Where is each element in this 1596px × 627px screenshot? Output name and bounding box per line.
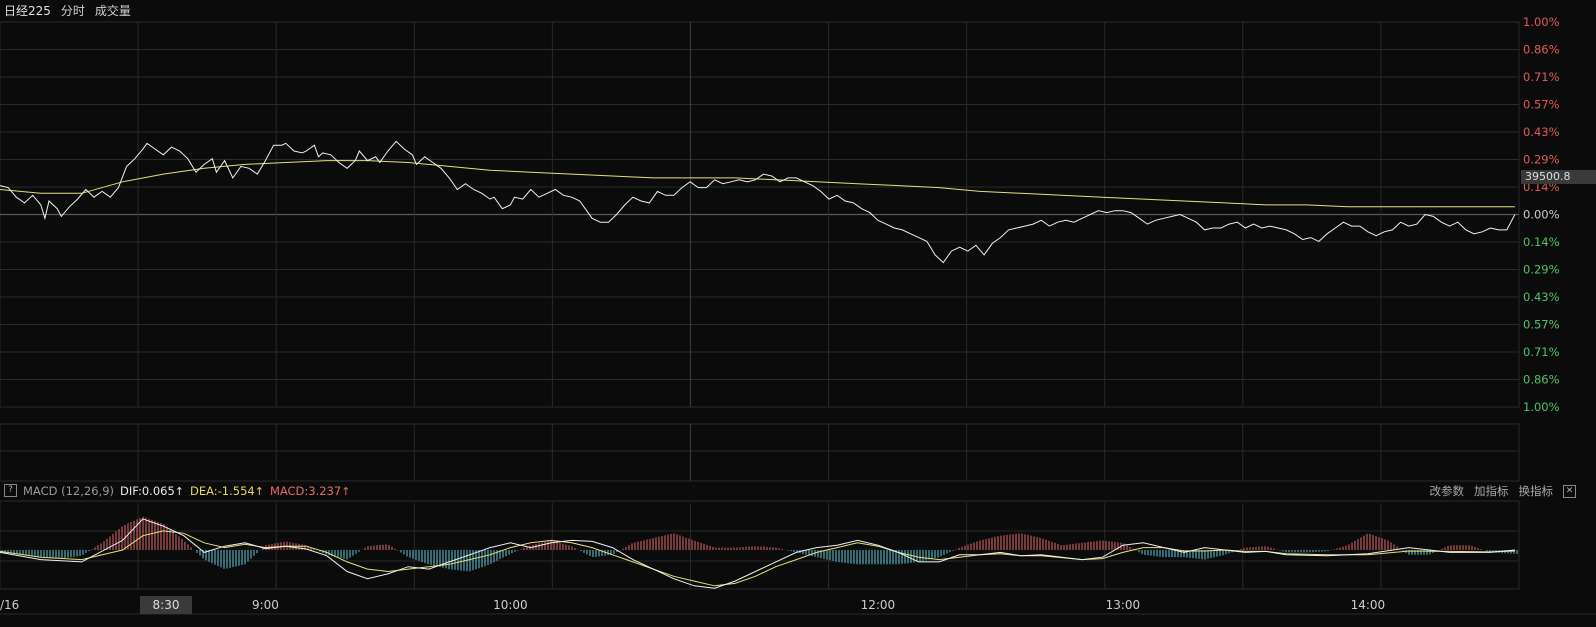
y-tick-label: 0.29% bbox=[1523, 153, 1560, 167]
add-indicator-button[interactable]: 加指标 bbox=[1474, 484, 1509, 498]
y-tick-label: 0.71% bbox=[1523, 345, 1560, 359]
dea-text: DEA:-1.554 bbox=[189, 483, 255, 498]
volume-frame bbox=[0, 423, 1520, 482]
y-tick-label: 0.86% bbox=[1523, 373, 1560, 387]
edit-params-button[interactable]: 改参数 bbox=[1429, 484, 1465, 498]
y-tick-label: 0.43% bbox=[1523, 125, 1560, 139]
header-bar: 日经225 分时 成交量 bbox=[4, 2, 131, 18]
y-axis-labels: 1.00% 0.86% 0.71% 0.57% 0.43% 0.29% 0.14% 0.00%… bbox=[1523, 15, 1560, 414]
mode-tab-intraday[interactable]: 分时 bbox=[60, 3, 85, 18]
dif-value: DIF:0.065↑ bbox=[120, 484, 184, 498]
price-line bbox=[0, 140, 1516, 264]
main-grid bbox=[0, 21, 1520, 408]
up-arrow-icon: ↑ bbox=[254, 484, 264, 498]
x-axis-labels: 9:00 10:00 12:00 13:00 14:00 bbox=[252, 598, 1385, 612]
switch-indicator-button[interactable]: 换指标 bbox=[1518, 484, 1554, 498]
dif-text: DIF:0.065 bbox=[120, 483, 175, 498]
up-arrow-icon: ↑ bbox=[174, 484, 184, 498]
help-button[interactable]: ? bbox=[4, 484, 17, 497]
x-tick-label: 9:00 bbox=[252, 598, 279, 612]
average-price-line bbox=[0, 160, 1515, 208]
x-tick-label: 12:00 bbox=[861, 598, 896, 612]
y-tick-label: 1.00% bbox=[1523, 400, 1560, 414]
x-tick-label: 14:00 bbox=[1351, 598, 1386, 612]
indicator-actions: 改参数 加指标 换指标 ✕ bbox=[1429, 483, 1576, 499]
y-tick-label: 0.71% bbox=[1523, 70, 1560, 84]
y-tick-label: 0.86% bbox=[1523, 43, 1560, 57]
dif-line bbox=[0, 518, 1515, 589]
volume-tab[interactable]: 成交量 bbox=[94, 3, 131, 18]
macd-indicator-name[interactable]: MACD (12,26,9) bbox=[23, 483, 114, 498]
up-arrow-icon: ↑ bbox=[341, 484, 351, 498]
macd-histogram bbox=[1, 516, 1518, 572]
y-tick-label: 0.57% bbox=[1523, 98, 1560, 112]
macd-text: MACD:3.237 bbox=[269, 483, 342, 498]
y-tick-label: 0.57% bbox=[1523, 318, 1560, 332]
dea-value: DEA:-1.554↑ bbox=[190, 484, 264, 498]
x-tick-label: 13:00 bbox=[1106, 598, 1141, 612]
volume-grid bbox=[0, 423, 1520, 482]
close-icon[interactable]: ✕ bbox=[1563, 484, 1576, 498]
date-label: /16 bbox=[0, 598, 20, 612]
instrument-title: 日经225 bbox=[4, 3, 51, 18]
y-tick-label: 0.00% bbox=[1523, 208, 1560, 222]
macd-frame bbox=[0, 500, 1520, 590]
cursor-time-tag: 8:30 bbox=[140, 596, 192, 614]
y-tick-label: 0.14% bbox=[1523, 235, 1560, 249]
macd-value: MACD:3.237↑ bbox=[270, 484, 351, 498]
current-price-tag: 39500.8 bbox=[1521, 170, 1596, 184]
macd-indicator-bar: ? MACD (12,26,9) DIF:0.065↑ DEA:-1.554↑ … bbox=[4, 483, 350, 498]
macd-grid bbox=[0, 500, 1596, 615]
y-tick-label: 0.43% bbox=[1523, 290, 1560, 304]
y-tick-label: 1.00% bbox=[1523, 15, 1560, 29]
y-tick-label: 0.29% bbox=[1523, 263, 1560, 277]
x-tick-label: 10:00 bbox=[493, 598, 528, 612]
